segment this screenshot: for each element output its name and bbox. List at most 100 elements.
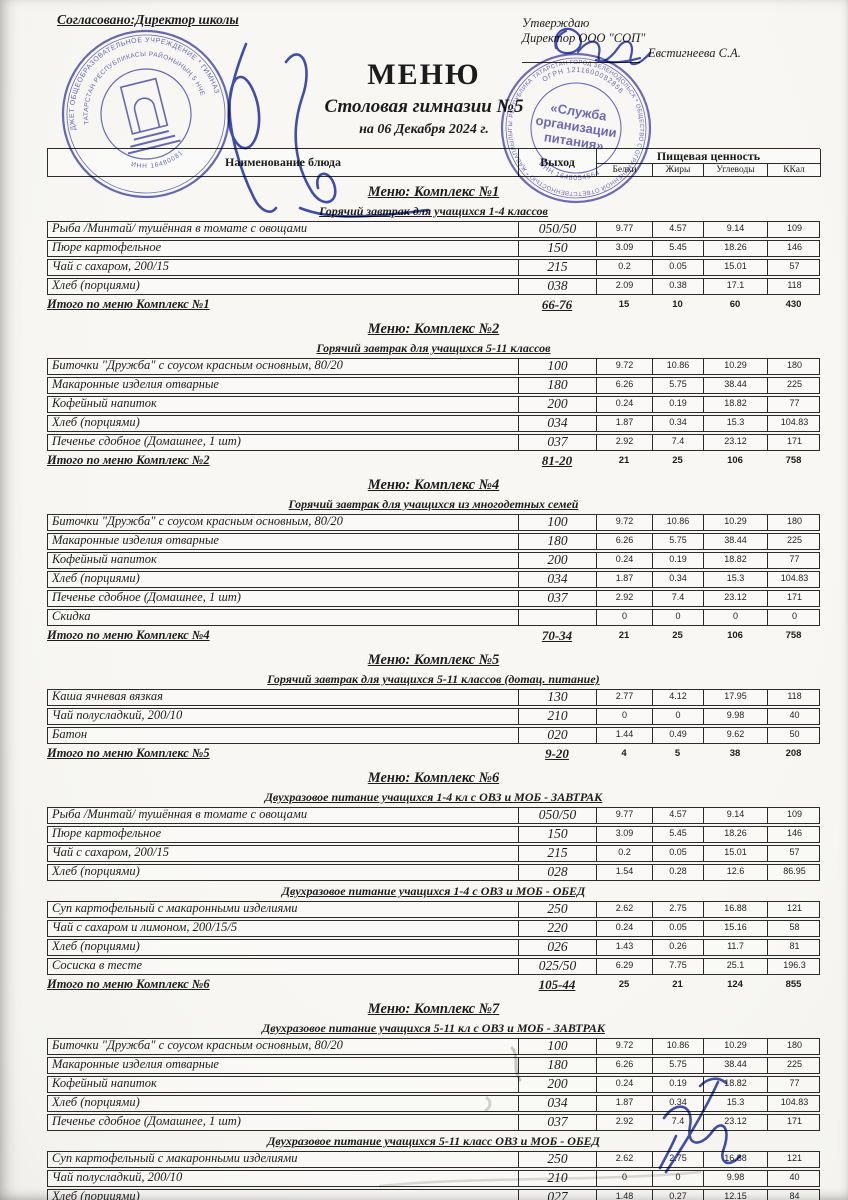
dish-output: 100: [519, 359, 597, 374]
dish-protein: 6.29: [597, 959, 653, 974]
dish-fat: 0.49: [653, 728, 704, 743]
dish-fat: 0.05: [653, 921, 704, 936]
menu-body: Наименование блюда Выход Пищевая ценност…: [47, 148, 821, 1200]
menu-complex-title: Меню: Комплекс №2: [367, 321, 500, 337]
dish-row: Чай с сахаром, 200/15 215 0.2 0.05 15.01 57: [47, 845, 820, 862]
dish-row: Суп картофельный с макаронными изделиями…: [47, 901, 820, 918]
svg-text:ИНН 16480081: ИНН 16480081: [129, 148, 187, 175]
dish-protein: 1.87: [597, 416, 653, 431]
dish-kcal: 50: [789, 729, 800, 739]
dish-output: 215: [519, 846, 597, 861]
dish-carbs: 18.82: [704, 397, 768, 412]
dish-name: Рыба /Минтай/ тушённая в томате с овощам…: [48, 222, 519, 237]
dish-row: Скидка 0 0 0 0: [47, 609, 820, 626]
dish-protein: 0.2: [597, 260, 653, 275]
dish-row: Чай с сахаром и лимоном, 200/15/5 220 0.24…: [47, 920, 820, 937]
dish-output: 215: [519, 260, 597, 275]
dish-carbs: 18.26: [704, 241, 768, 256]
dish-kcal: 77: [789, 554, 800, 564]
menu-complex-title: Меню: Комплекс №4: [367, 477, 500, 493]
dish-protein: 9.72: [597, 1039, 653, 1054]
agreed-by-line: Согласовано:Директор школы: [57, 12, 239, 27]
dish-name: Печенье сдобное (Домашнее, 1 шт): [48, 591, 519, 606]
dish-name: Печенье сдобное (Домашнее, 1 шт): [48, 435, 519, 450]
total-fat: 25: [672, 455, 683, 466]
dish-output: 100: [519, 515, 597, 530]
dish-kcal: 84: [789, 1191, 800, 1200]
dish-carbs: 25.1: [704, 959, 768, 974]
dish-row: Рыба /Минтай/ тушённая в томате с овощам…: [47, 221, 820, 238]
group-subtitle: Двухразовое питание учащихся 1-4 кл с ОВ…: [264, 790, 603, 804]
menu-sections: Меню: Комплекс №1 Горячий завтрак для уча…: [47, 184, 820, 1200]
dish-name: Биточки "Дружба" с соусом красным основн…: [48, 359, 519, 374]
dish-output: 200: [519, 397, 597, 412]
dish-fat: 0.27: [653, 1190, 704, 1200]
dish-fat: 0.19: [653, 1077, 704, 1092]
dish-fat: 0.19: [653, 553, 704, 568]
total-carbs: 38: [729, 748, 741, 759]
dish-name: Кофейный напиток: [48, 397, 519, 412]
dish-output: 026: [519, 940, 597, 955]
dish-protein: 0.24: [597, 921, 653, 936]
total-output: 70-34: [541, 628, 573, 643]
dish-name: Хлеб (порциями): [48, 416, 519, 431]
dish-output: 020: [519, 728, 597, 743]
group-subtitle: Горячий завтрак для учащихся из многодет…: [288, 497, 579, 511]
menu-complex-title: Меню: Комплекс №5: [367, 652, 500, 668]
dish-row: Хлеб (порциями) 034 1.87 0.34 15.3 104.83: [47, 571, 820, 588]
dish-protein: 0: [597, 610, 653, 625]
dish-name: Макаронные изделия отварные: [48, 1058, 519, 1073]
dish-kcal: 121: [786, 903, 803, 913]
dish-row: Хлеб (порциями) 034 1.87 0.34 15.3 104.83: [47, 1095, 820, 1112]
dish-fat: 0.26: [653, 940, 704, 955]
dish-protein: 6.26: [597, 1058, 653, 1073]
col-nutrition: Пищевая ценность: [597, 149, 821, 164]
dish-fat: 0.05: [653, 260, 704, 275]
dish-kcal: 57: [789, 261, 800, 271]
dish-output: 180: [519, 1058, 597, 1073]
dish-name: Биточки "Дружба" с соусом красным основн…: [48, 1039, 519, 1054]
total-output: 81-20: [541, 453, 573, 468]
dish-row: Хлеб (порциями) 028 1.54 0.28 12.6 86.95: [47, 864, 820, 881]
total-kcal: 758: [785, 455, 802, 466]
menu-complex-title: Меню: Комплекс №6: [367, 770, 500, 786]
dish-name: Чай с сахаром, 200/15: [48, 846, 519, 861]
approved-by-block: Утверждаю Директор ООО "СОП": [522, 16, 645, 46]
dish-output: 200: [519, 1077, 597, 1092]
total-protein: 21: [618, 630, 630, 641]
dish-kcal: 118: [787, 691, 802, 701]
dish-kcal: 171: [786, 592, 803, 602]
dish-protein: 2.92: [597, 591, 653, 606]
group-subtitle: Двухразовое питание учащихся 5-11 класс …: [267, 1134, 600, 1148]
total-carbs: 106: [727, 455, 743, 466]
dish-protein: 2.62: [597, 1152, 653, 1167]
dish-output: 250: [519, 1152, 597, 1167]
dish-output: 025/50: [519, 959, 597, 974]
dish-kcal: 196.3: [783, 960, 806, 970]
dish-protein: 9.72: [597, 515, 653, 530]
dish-row: Батон 020 1.44 0.49 9.62 50: [47, 727, 820, 744]
dish-carbs: 15.16: [704, 921, 768, 936]
dish-output: 050/50: [519, 222, 597, 237]
total-protein: 21: [618, 455, 630, 466]
dish-output: [519, 610, 597, 625]
dish-row: Кофейный напиток 200 0.24 0.19 18.82 77: [47, 396, 820, 413]
dish-protein: 1.54: [597, 865, 653, 880]
dish-carbs: 15.01: [704, 846, 768, 861]
dish-name: Хлеб (порциями): [48, 1096, 519, 1111]
dish-kcal: 109: [786, 809, 803, 819]
document-subtitle: Столовая гимназии №5: [324, 96, 524, 117]
dish-row: Чай с сахаром, 200/15 215 0.2 0.05 15.01 57: [47, 259, 820, 276]
col-kcal: ККал: [768, 164, 821, 177]
total-fat: 10: [672, 299, 683, 310]
total-kcal: 758: [785, 630, 802, 641]
dish-fat: 5.45: [653, 241, 704, 256]
catering-service-stamp: РЕСПУБЛИКА ТАТАРСТАН ГОРОД ЗЕЛЕНОДОЛЬСК …: [487, 39, 656, 206]
dish-carbs: 11.7: [704, 940, 768, 955]
dish-name: Пюре картофельное: [48, 241, 519, 256]
dish-name: Чай полусладкий, 200/10: [48, 1171, 519, 1186]
dish-row: Пюре картофельное 150 3.09 5.45 18.26 146: [47, 826, 820, 843]
dish-name: Суп картофельный с макаронными изделиями: [48, 1152, 519, 1167]
dish-protein: 0.24: [597, 397, 653, 412]
total-output: 105-44: [538, 977, 576, 992]
